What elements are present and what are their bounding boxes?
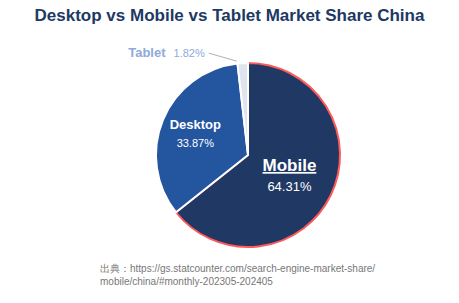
svg-text:Desktop: Desktop bbox=[170, 117, 221, 132]
html-text:Desktop vs Mobile vs Tablet Ma: Desktop vs Mobile vs Tablet Market Share… bbox=[34, 6, 425, 25]
svg-text:33.87%: 33.87% bbox=[177, 137, 215, 149]
svg-text:Mobile: Mobile bbox=[263, 156, 317, 175]
svg-text:Tablet1.82%: Tablet1.82% bbox=[128, 45, 205, 60]
svg-text:64.31%: 64.31% bbox=[267, 179, 312, 194]
html-text:出典：https://gs.statcounter.com/: 出典：https://gs.statcounter.com/search-eng… bbox=[100, 263, 376, 287]
